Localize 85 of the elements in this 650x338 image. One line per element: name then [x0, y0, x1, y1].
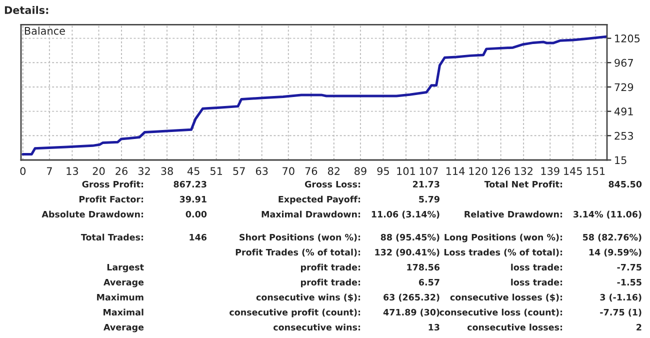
x-tick-label: 145: [564, 167, 582, 176]
annotation: Balance: [24, 26, 65, 35]
x-tick-label: 51: [210, 167, 222, 176]
text: 63 (265.32): [384, 294, 440, 302]
x-tick-label: 13: [66, 167, 78, 176]
x-tick-label: 89: [354, 167, 366, 176]
text: Long Positions (won %):: [444, 234, 562, 242]
text: 13: [428, 324, 440, 331]
text: Maximal Drawdown:: [262, 210, 360, 218]
text: consecutive losses ($):: [450, 294, 562, 302]
x-tick-label: 45: [187, 167, 200, 176]
x-tick-label: 101: [397, 167, 415, 176]
text: 5.79: [419, 196, 440, 203]
x-tick-label: 20: [92, 167, 105, 176]
y-tick-label: 15: [615, 156, 626, 164]
text: 11.06 (3.14%): [372, 210, 440, 219]
text: Profit Factor:: [79, 196, 144, 203]
x-tick-label: 120: [469, 167, 488, 176]
text: Expected Payoff:: [278, 196, 360, 204]
text: Profit Trades (% of total):: [236, 248, 360, 257]
text: 0.00: [186, 210, 207, 218]
x-tick-label: 0: [20, 167, 26, 176]
text: Gross Profit:: [82, 180, 144, 188]
text: consecutive profit (count):: [230, 308, 360, 318]
text: 6.57: [418, 278, 440, 286]
text: 3.14% (11.06): [574, 210, 642, 219]
text: 3 (-1.16): [600, 294, 642, 302]
text: Largest: [107, 264, 144, 272]
y-tick-label: 491: [614, 108, 633, 116]
x-tick-label: 132: [514, 167, 532, 176]
text: 845.50: [608, 180, 642, 188]
x-tick-label: 38: [161, 167, 173, 176]
y-tick-label: 967: [614, 58, 633, 67]
line-series: [22, 35, 607, 156]
text: Total Net Profit:: [484, 180, 562, 188]
x-tick-label: 63: [256, 167, 268, 176]
text: Average: [104, 278, 144, 288]
text: loss trade:: [511, 278, 562, 286]
text: 2: [636, 324, 642, 330]
text: 39.91: [180, 196, 206, 203]
text: -7.75: [617, 264, 642, 271]
text: 21.73: [413, 180, 440, 188]
text: profit trade:: [301, 278, 360, 288]
text: profit trade:: [301, 264, 360, 272]
text: 58 (82.76%): [583, 234, 642, 242]
text: Short Positions (won %):: [240, 234, 360, 242]
x-tick-label: 26: [116, 167, 128, 176]
text: Total Trades:: [80, 234, 144, 241]
text: Loss trades (% of total):: [444, 248, 562, 257]
x-tick-label: 76: [305, 167, 318, 176]
text: consecutive losses:: [467, 324, 562, 331]
text: -7.75 (1): [600, 308, 642, 317]
x-tick-label: 114: [446, 167, 465, 175]
text: 471.89 (30): [383, 308, 440, 317]
text: consecutive loss (count):: [440, 308, 562, 317]
y-tick-label: 253: [614, 132, 633, 140]
text: 88 (95.45%): [380, 234, 440, 242]
text: 146: [190, 234, 207, 241]
x-tick-label: 107: [420, 167, 438, 176]
text: consecutive wins ($):: [256, 294, 360, 302]
text: Gross Loss:: [304, 180, 360, 188]
text: Maximal: [104, 308, 144, 316]
x-tick-label: 32: [138, 167, 150, 176]
text: consecutive wins:: [274, 324, 360, 331]
text: -1.55: [617, 279, 642, 286]
text: loss trade:: [511, 264, 562, 271]
text: 14 (9.59%): [589, 248, 642, 257]
chart-title: Details:: [4, 6, 48, 14]
x-tick-label: 7: [46, 167, 52, 175]
x-tick-label: 70: [282, 167, 294, 176]
text: Relative Drawdown:: [464, 210, 562, 218]
y-tick-label: 1205: [615, 34, 640, 42]
x-tick-label: 82: [328, 167, 340, 176]
x-tick-label: 57: [233, 167, 245, 176]
y-tick-label: 729: [614, 83, 634, 92]
x-tick-label: 126: [492, 167, 510, 176]
text: Average: [104, 324, 144, 332]
text: 132 (90.41%): [375, 248, 440, 257]
text: 178.56: [407, 264, 440, 271]
x-tick-label: 151: [586, 167, 605, 176]
x-tick-label: 95: [377, 167, 389, 176]
text: Absolute Drawdown:: [42, 210, 144, 218]
text: 867.23: [174, 180, 206, 188]
x-tick-label: 139: [541, 167, 560, 176]
text: Maximum: [97, 294, 144, 301]
